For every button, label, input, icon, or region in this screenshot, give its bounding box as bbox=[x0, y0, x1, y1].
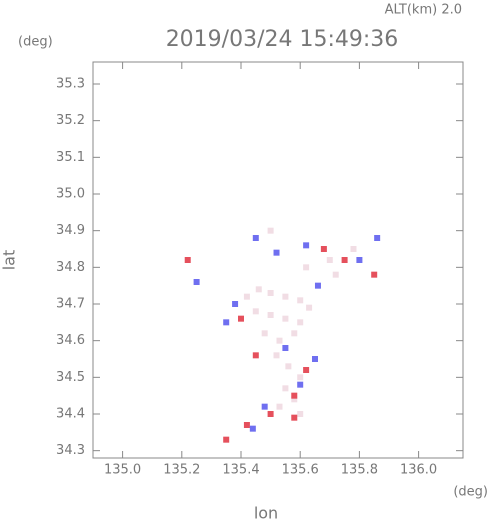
data-point bbox=[282, 315, 289, 322]
y-tick-label: 34.3 bbox=[56, 443, 85, 458]
data-point bbox=[303, 242, 310, 249]
data-point bbox=[341, 257, 348, 263]
y-tick-label: 34.5 bbox=[56, 370, 85, 385]
data-point bbox=[243, 293, 250, 300]
data-point bbox=[297, 411, 304, 417]
x-unit: (deg) bbox=[453, 485, 488, 500]
x-tick-label: 135.4 bbox=[222, 463, 259, 478]
data-point bbox=[232, 301, 239, 307]
data-point bbox=[252, 235, 259, 241]
data-point bbox=[243, 422, 250, 428]
data-point bbox=[261, 330, 268, 337]
plot-frame bbox=[92, 61, 464, 459]
data-point bbox=[282, 385, 289, 392]
data-point bbox=[374, 235, 381, 241]
data-point bbox=[282, 345, 289, 351]
y-tick-label: 34.4 bbox=[56, 407, 85, 422]
y-tick-label: 34.9 bbox=[56, 223, 85, 238]
data-point bbox=[297, 319, 304, 326]
data-point bbox=[371, 271, 378, 278]
x-axis-label: lon bbox=[254, 504, 278, 521]
y-unit: (deg) bbox=[18, 35, 53, 50]
y-axis-label: lat bbox=[0, 250, 19, 271]
data-point bbox=[356, 257, 363, 263]
data-point bbox=[223, 319, 230, 326]
data-point bbox=[297, 374, 304, 381]
data-point bbox=[312, 356, 318, 362]
data-point bbox=[249, 425, 256, 432]
data-point bbox=[291, 396, 298, 403]
data-point bbox=[267, 290, 274, 296]
data-point bbox=[282, 293, 289, 300]
data-point bbox=[223, 436, 230, 443]
x-tick-label: 136.0 bbox=[400, 463, 437, 478]
chart-title: 2019/03/24 15:49:36 bbox=[166, 27, 399, 52]
data-point bbox=[252, 308, 259, 315]
data-point bbox=[332, 271, 339, 278]
data-point bbox=[326, 257, 333, 263]
data-point bbox=[273, 352, 280, 359]
data-point bbox=[276, 403, 283, 410]
data-point bbox=[255, 286, 262, 293]
data-point bbox=[267, 227, 274, 234]
data-point bbox=[297, 381, 304, 388]
data-point bbox=[303, 264, 310, 271]
data-point bbox=[303, 367, 310, 373]
data-point bbox=[291, 414, 298, 421]
y-tick-label: 35.2 bbox=[56, 113, 85, 128]
data-point bbox=[297, 297, 304, 304]
data-point bbox=[306, 304, 313, 311]
y-tick-label: 35.1 bbox=[56, 150, 85, 165]
data-point bbox=[276, 337, 283, 344]
data-point bbox=[193, 279, 200, 285]
x-tick-label: 135.6 bbox=[282, 463, 319, 478]
x-tick-label: 135.8 bbox=[341, 463, 378, 478]
data-point bbox=[267, 312, 274, 318]
data-point bbox=[320, 246, 327, 252]
data-point bbox=[285, 363, 292, 370]
x-tick-label: 135.2 bbox=[163, 463, 200, 478]
data-point bbox=[350, 246, 357, 252]
data-point bbox=[261, 403, 268, 410]
data-point bbox=[184, 257, 191, 263]
data-point bbox=[291, 392, 298, 399]
y-tick-label: 35.0 bbox=[56, 187, 85, 202]
data-point bbox=[291, 330, 298, 337]
altitude-label: ALT(km) 2.0 bbox=[385, 3, 462, 18]
y-tick-label: 35.3 bbox=[56, 77, 85, 92]
data-point bbox=[314, 282, 321, 289]
data-point bbox=[267, 411, 274, 417]
data-point bbox=[273, 249, 280, 256]
data-point bbox=[252, 352, 259, 359]
x-tick-label: 135.0 bbox=[104, 463, 141, 478]
data-point bbox=[238, 315, 244, 322]
y-tick-label: 34.8 bbox=[56, 260, 85, 275]
y-tick-label: 34.7 bbox=[56, 297, 85, 312]
y-tick-label: 34.6 bbox=[56, 333, 85, 348]
